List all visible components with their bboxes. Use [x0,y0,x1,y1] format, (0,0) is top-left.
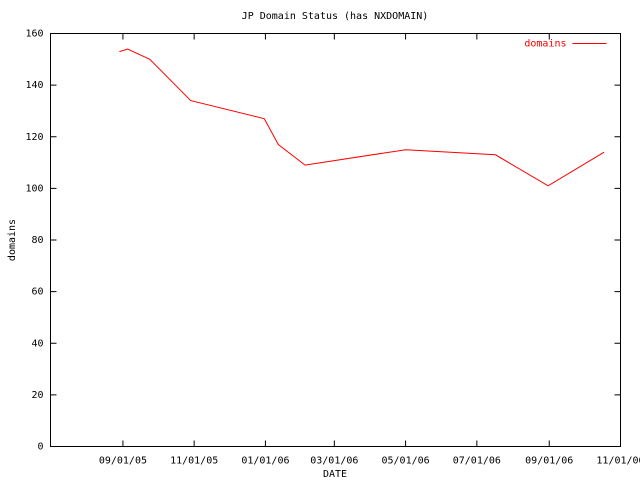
y-tick-label: 80 [31,235,43,246]
y-tick-label: 160 [25,29,43,40]
data-line [119,48,605,187]
x-tick-label: 05/01/06 [381,456,429,467]
y-tick-label: 0 [37,442,43,453]
x-axis-label: DATE [323,469,347,480]
y-tick-label: 140 [25,80,43,91]
y-tick-label: 40 [31,338,43,349]
y-tick-label: 20 [31,390,43,401]
plot-frame [50,33,621,447]
legend-label: domains [524,39,566,50]
chart-title: JP Domain Status (has NXDOMAIN) [242,11,429,22]
x-tick-label: 11/01/06 [596,456,640,467]
y-tick-label: 100 [25,183,43,194]
y-tick-label: 120 [25,132,43,143]
y-axis-label: domains [7,219,18,261]
x-tick-label: 07/01/06 [453,456,501,467]
x-tick-label: 11/01/05 [170,456,218,467]
x-tick-label: 09/01/06 [525,456,573,467]
x-tick-label: 03/01/06 [310,456,358,467]
y-tick-label: 60 [31,287,43,298]
x-tick-label: 01/01/06 [241,456,289,467]
x-tick-label: 09/01/05 [99,456,147,467]
